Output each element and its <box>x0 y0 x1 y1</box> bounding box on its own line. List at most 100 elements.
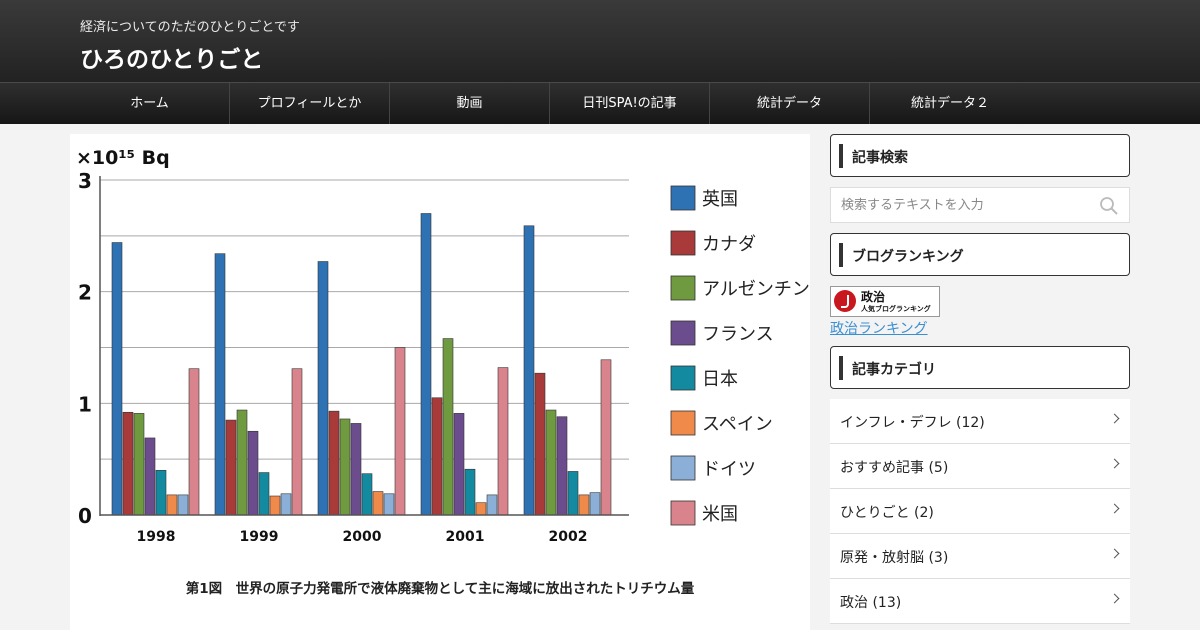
legend-label: カナダ <box>702 234 756 255</box>
legend-swatch <box>670 185 696 211</box>
nav-item-profile[interactable]: プロフィールとか <box>230 83 390 124</box>
y-tick-label: 3 <box>78 169 92 193</box>
category-label: おすすめ記事 (5) <box>840 460 949 476</box>
bar-1998-7 <box>188 368 200 516</box>
x-tick-label: 2002 <box>549 529 588 545</box>
x-tick-label: 1999 <box>240 529 279 545</box>
legend-swatch <box>670 275 696 301</box>
category-item[interactable]: 政治 (13) <box>830 579 1130 624</box>
bar-2001-5 <box>475 502 487 516</box>
y-tick-label: 2 <box>78 281 92 305</box>
search-box <box>830 187 1130 223</box>
title-accent-bar <box>839 243 843 267</box>
chevron-right-icon <box>1109 593 1120 604</box>
legend-label: フランス <box>702 324 774 345</box>
chevron-right-icon <box>1109 458 1120 469</box>
chart-unit-label: ×10¹⁵ Bq <box>76 147 170 169</box>
bar-1999-7 <box>291 368 303 516</box>
bar-2002-4 <box>567 471 579 516</box>
legend-label: アルゼンチン <box>702 279 810 300</box>
global-nav: ホーム プロフィールとか 動画 日刊SPA!の記事 統計データ 統計データ２ <box>0 82 1200 124</box>
article-image: ×10¹⁵ Bq 0 1 2 3 1998 1999 2000 2001 2002 英国カナダア… <box>70 134 810 630</box>
title-accent-bar <box>839 356 843 380</box>
legend-label: 日本 <box>702 369 738 390</box>
legend-label: ドイツ <box>702 459 756 480</box>
legend-swatch <box>670 320 696 346</box>
search-widget-heading: 記事検索 <box>852 150 908 166</box>
legend-swatch <box>670 230 696 256</box>
ranking-banner-category: 政治 <box>861 290 886 304</box>
tritium-bar-chart: ×10¹⁵ Bq 0 1 2 3 1998 1999 2000 2001 2002 英国カナダア… <box>76 147 810 597</box>
category-label: 原発・放射脳 (3) <box>840 550 949 566</box>
legend-swatch <box>670 500 696 526</box>
search-widget-title: 記事検索 <box>830 134 1130 177</box>
chart-caption: 第1図 世界の原子力発電所で液体廃棄物として主に海域に放出されたトリチウム量 <box>186 580 695 597</box>
site-header: 経済についてのただのひとりごとです ひろのひとりごと <box>0 0 1200 82</box>
legend-swatch <box>670 365 696 391</box>
bar-2001-0 <box>420 213 432 516</box>
ranking-widget-heading: ブログランキング <box>852 249 964 265</box>
bar-2000-4 <box>361 473 373 516</box>
bar-1998-0 <box>111 242 123 516</box>
ranking-widget-title: ブログランキング <box>830 233 1130 276</box>
blog-ranking-logo-icon <box>834 290 856 312</box>
nav-item-home[interactable]: ホーム <box>70 83 230 124</box>
category-label: 政治 (13) <box>840 595 902 611</box>
nav-item-statistics[interactable]: 統計データ <box>710 83 870 124</box>
bar-1998-3 <box>144 437 156 516</box>
y-tick-label: 1 <box>78 392 92 416</box>
category-label: ひとりごと (2) <box>840 505 934 521</box>
bar-1998-4 <box>155 470 167 516</box>
bar-2000-5 <box>372 491 384 516</box>
bar-1999-4 <box>258 472 270 516</box>
x-tick-label: 1998 <box>137 529 176 545</box>
chevron-right-icon <box>1109 503 1120 514</box>
bar-2002-3 <box>556 416 568 516</box>
bar-1999-5 <box>269 495 281 516</box>
bar-1998-6 <box>177 494 189 516</box>
y-tick-label: 0 <box>78 504 92 528</box>
bar-1998-2 <box>133 413 145 516</box>
legend-label: 英国 <box>702 189 738 210</box>
category-label: インフレ・デフレ (12) <box>840 415 985 431</box>
bar-2002-1 <box>534 372 546 516</box>
bar-2000-6 <box>383 493 395 516</box>
bar-1999-3 <box>247 430 259 516</box>
site-title[interactable]: ひろのひとりごと <box>80 47 264 73</box>
nav-item-video[interactable]: 動画 <box>390 83 550 124</box>
x-tick-label: 2000 <box>343 529 382 545</box>
bar-2001-7 <box>497 367 509 516</box>
site-tagline: 経済についてのただのひとりごとです <box>80 20 300 35</box>
legend-swatch <box>670 455 696 481</box>
bar-2000-3 <box>350 423 362 516</box>
bar-2001-6 <box>486 494 498 516</box>
bar-2002-0 <box>523 225 535 516</box>
bar-2000-7 <box>394 347 406 516</box>
legend-label: 米国 <box>702 504 738 525</box>
chevron-right-icon <box>1109 413 1120 424</box>
nav-item-spa-articles[interactable]: 日刊SPA!の記事 <box>550 83 710 124</box>
search-input[interactable] <box>831 188 1091 222</box>
search-icon[interactable] <box>1099 196 1119 216</box>
nav-item-statistics-2[interactable]: 統計データ２ <box>910 96 989 111</box>
bar-1999-2 <box>236 409 248 516</box>
category-item[interactable]: おすすめ記事 (5) <box>830 444 1130 489</box>
bar-2001-3 <box>453 413 465 516</box>
bar-1998-5 <box>166 494 178 516</box>
category-item[interactable]: 原発・放射脳 (3) <box>830 534 1130 579</box>
bar-1999-1 <box>225 419 237 516</box>
bar-2001-1 <box>431 397 443 516</box>
legend-label: スペイン <box>702 414 773 435</box>
category-item[interactable]: ひとりごと (2) <box>830 489 1130 534</box>
bar-2001-2 <box>442 338 454 516</box>
bar-2002-6 <box>589 492 601 516</box>
bar-1998-1 <box>122 411 134 516</box>
ranking-link[interactable]: 政治ランキング <box>830 321 928 337</box>
ranking-banner-subtitle: 人気ブログランキング <box>861 305 931 313</box>
legend-swatch <box>670 410 696 436</box>
chevron-right-icon <box>1109 548 1120 559</box>
bar-2002-2 <box>545 409 557 516</box>
ranking-banner[interactable]: 政治 人気ブログランキング <box>830 286 940 317</box>
category-item[interactable]: インフレ・デフレ (12) <box>830 399 1130 444</box>
x-tick-label: 2001 <box>446 529 485 545</box>
